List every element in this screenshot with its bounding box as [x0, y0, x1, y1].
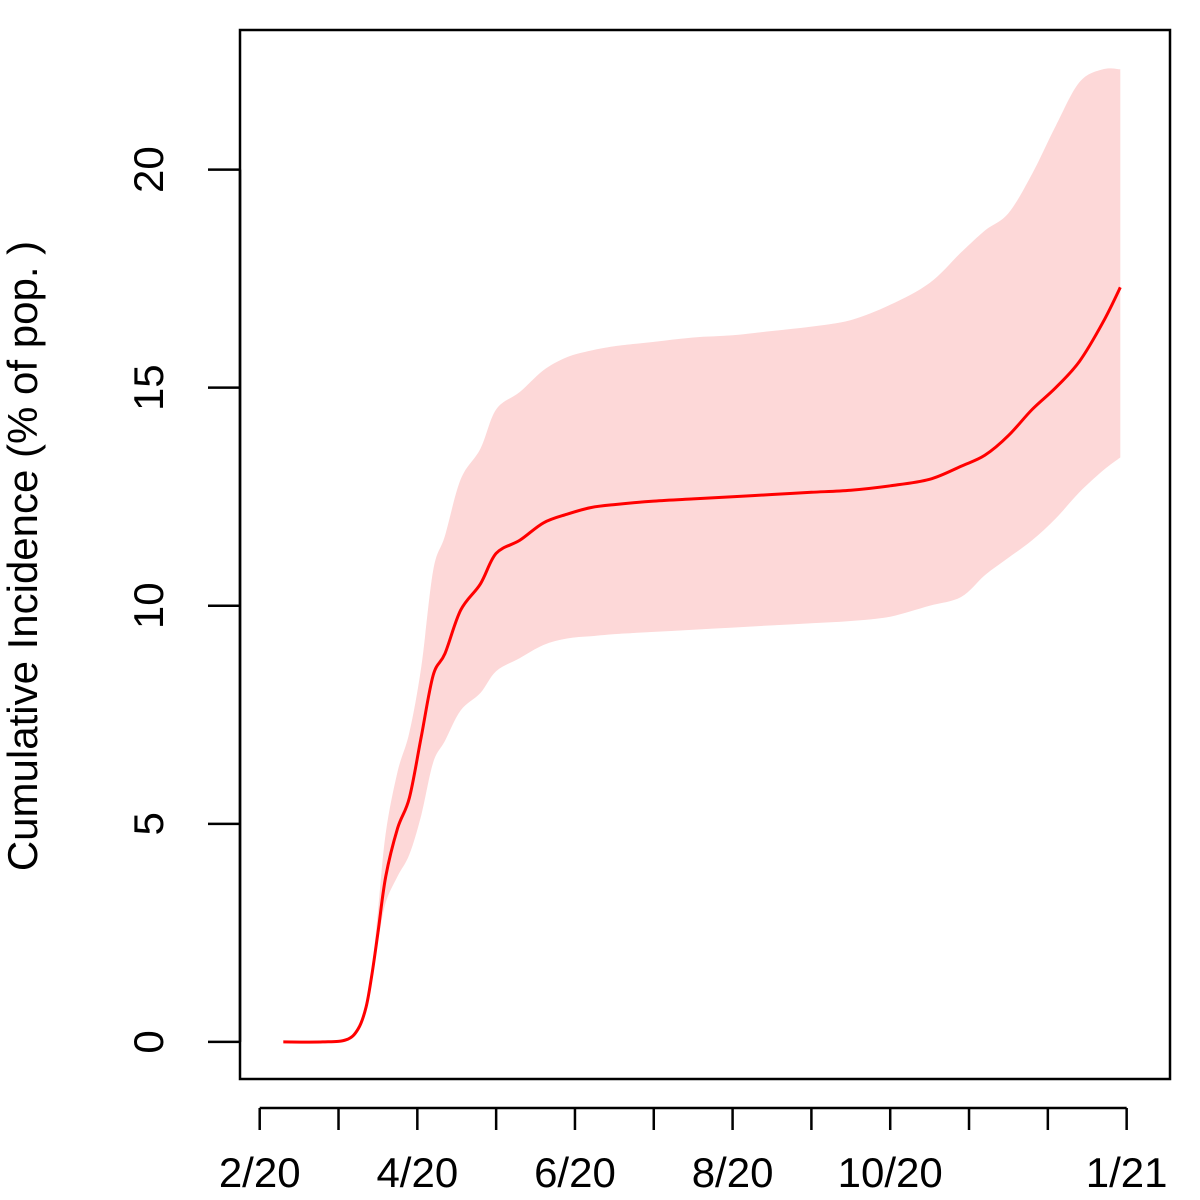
y-tick-label: 20 [125, 146, 172, 193]
series-line-layer [283, 286, 1122, 1044]
confidence-band-layer [358, 68, 1121, 1029]
x-tick-label: 8/20 [692, 1149, 774, 1196]
y-axis: 0 5 10 15 20 [125, 146, 242, 1054]
y-tick-label: 5 [125, 812, 172, 835]
x-axis: 2/20 4/20 6/20 8/20 10/20 1/21 [219, 1106, 1168, 1196]
y-tick-label: 10 [125, 582, 172, 629]
y-axis-label: Cumulative Incidence (% of pop. ) [0, 241, 46, 871]
confidence-band [358, 68, 1121, 1029]
x-tick-label: 6/20 [534, 1149, 616, 1196]
y-tick-label: 15 [125, 364, 172, 411]
x-tick-label: 1/21 [1086, 1149, 1168, 1196]
x-tick-label: 4/20 [376, 1149, 458, 1196]
series-line-0 [283, 286, 1122, 1044]
y-tick-label: 0 [125, 1030, 172, 1053]
x-tick-label: 10/20 [838, 1149, 943, 1196]
x-tick-label: 2/20 [219, 1149, 301, 1196]
